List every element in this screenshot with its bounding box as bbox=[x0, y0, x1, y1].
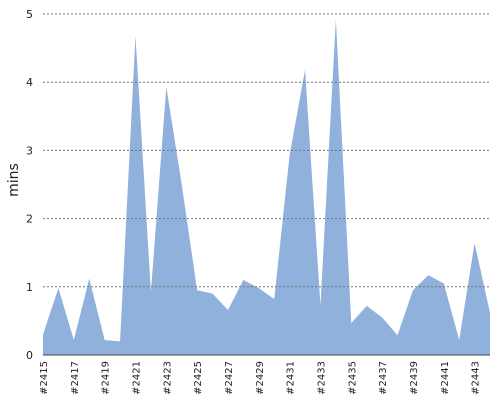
area bbox=[43, 19, 490, 356]
y-tick-label: 1 bbox=[26, 281, 33, 294]
x-tick-label: #2439 bbox=[409, 361, 420, 395]
x-tick-label: #2429 bbox=[255, 361, 266, 395]
x-tick-label: #2443 bbox=[471, 361, 482, 395]
y-tick-label: 2 bbox=[26, 213, 33, 226]
x-tick-label: #2431 bbox=[286, 361, 297, 395]
x-tick-label: #2437 bbox=[378, 361, 389, 395]
x-tick-label: #2427 bbox=[224, 361, 235, 395]
y-tick-label: 5 bbox=[26, 8, 33, 21]
x-tick-label: #2415 bbox=[39, 361, 50, 395]
x-tick-label: #2417 bbox=[70, 361, 81, 395]
y-axis-title: mins bbox=[6, 163, 22, 197]
y-tick-label: 3 bbox=[26, 144, 33, 157]
x-tick-label: #2433 bbox=[316, 361, 327, 395]
x-tick-label: #2421 bbox=[131, 361, 142, 395]
x-tick-label: #2435 bbox=[347, 361, 358, 395]
y-tick-label: 0 bbox=[26, 349, 33, 362]
x-tick-label: #2425 bbox=[193, 361, 204, 395]
y-tick-label: 4 bbox=[26, 76, 33, 89]
x-tick-label: #2441 bbox=[440, 361, 451, 395]
x-tick-label: #2419 bbox=[101, 361, 112, 395]
x-tick-label: #2423 bbox=[162, 361, 173, 395]
